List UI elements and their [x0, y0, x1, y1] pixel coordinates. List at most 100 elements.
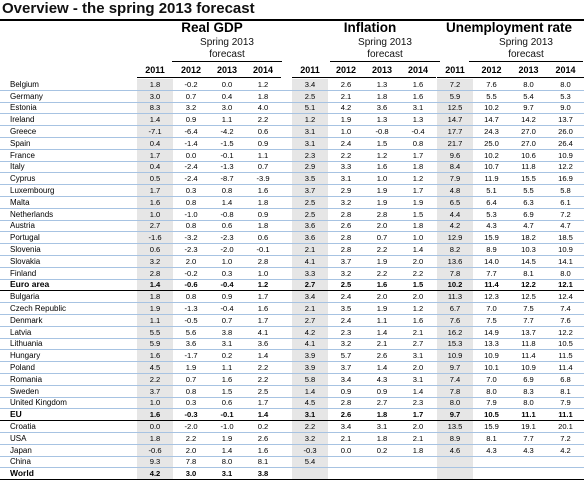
gdp-value-2014: 1.2	[245, 79, 281, 91]
gdp-value-2013: 0.7	[209, 314, 245, 327]
unemployment-value-2011: 6.7	[437, 302, 473, 315]
column-gap	[436, 279, 437, 292]
column-gap	[436, 408, 437, 422]
unemployment-value-2013: 27.0	[510, 125, 547, 138]
table-row: Malta 1.6 0.8 1.4 1.8 2.5 3.2 1.9 1.9 6.5 6.4 6.3 6.…	[0, 196, 584, 209]
gdp-value-2013: 0.3	[209, 267, 245, 280]
inflation-value-2013: 4.3	[364, 373, 400, 386]
column-gap	[281, 172, 292, 186]
inflation-value-2014: 2.0	[400, 255, 436, 268]
year-unemp-2014: 2014	[555, 65, 576, 75]
gdp-value-2012: -2.0	[173, 420, 209, 433]
inflation-value-2013: 2.2	[364, 243, 400, 256]
inflation-value-2012: 3.4	[328, 373, 364, 386]
gdp-value-2011: 5.5	[137, 326, 173, 339]
gdp-value-2014: 2.6	[245, 432, 281, 445]
column-gap	[281, 255, 292, 268]
group-sub-unemployment: Spring 2013	[499, 37, 553, 48]
gdp-value-2013: -2.0	[209, 243, 245, 256]
column-gap	[436, 267, 437, 280]
year-unemp-2011: 2011	[445, 65, 465, 75]
gdp-value-2012: 3.2	[173, 102, 209, 115]
column-gap	[436, 385, 437, 398]
gdp-value-2011: 1.0	[137, 397, 173, 410]
gdp-value-2011: 1.6	[137, 196, 173, 209]
column-gap	[281, 467, 292, 481]
inflation-value-2013: 1.9	[364, 196, 400, 209]
year-inf-2014: 2014	[407, 65, 429, 75]
column-gap	[436, 231, 437, 245]
unemployment-value-2012: 10.2	[473, 149, 510, 162]
inflation-value-2011: 4.2	[292, 326, 328, 339]
inflation-value-2014: 2.7	[400, 338, 436, 351]
inflation-value-2012: 0.0	[328, 444, 364, 457]
column-gap	[436, 184, 437, 197]
group-sub2-unemployment: forecast	[508, 49, 544, 60]
unemployment-value-2014: 11.4	[547, 361, 584, 374]
column-gap	[436, 196, 437, 209]
unemployment-value-2012: 7.5	[473, 314, 510, 327]
country-name: Luxembourg	[0, 184, 137, 197]
inflation-value-2012: 1.0	[328, 125, 364, 138]
unemployment-value-2011: 10.2	[437, 279, 473, 292]
gdp-value-2012: 0.7	[173, 373, 209, 386]
inflation-value-2013: 1.8	[364, 432, 400, 445]
unemployment-value-2012: 25.0	[473, 137, 510, 150]
unemployment-value-2012: 7.7	[473, 267, 510, 280]
inflation-value-2014: 1.7	[400, 408, 436, 422]
forecast-table-body: Belgium 1.8 -0.2 0.0 1.2 3.4 2.6 1.3 1.6 7.2 7.6 8.…	[0, 79, 584, 481]
unemployment-value-2011: 7.8	[437, 385, 473, 398]
table-row: Euro area 1.4 -0.6 -0.4 1.2 2.7 2.5 1.6 1.5 10.2 1…	[0, 279, 584, 292]
inflation-value-2011: 2.9	[292, 161, 328, 174]
column-gap	[281, 149, 292, 162]
gdp-value-2012: 0.8	[173, 220, 209, 233]
inflation-value-2013: 1.3	[364, 113, 400, 127]
inflation-value-2013: 0.2	[364, 444, 400, 457]
gdp-value-2014: 0.7	[245, 161, 281, 174]
inflation-value-2011: 5.8	[292, 373, 328, 386]
inflation-value-2011: 1.4	[292, 385, 328, 398]
inflation-value-2014: 1.2	[400, 302, 436, 315]
column-gap	[436, 314, 437, 327]
column-gap	[436, 149, 437, 162]
unemployment-value-2014: 12.4	[547, 290, 584, 304]
unemployment-value-2014	[547, 467, 584, 481]
gdp-value-2012: 0.8	[173, 385, 209, 398]
gdp-value-2011: 2.2	[137, 373, 173, 386]
inflation-value-2011: 4.5	[292, 397, 328, 410]
gdp-value-2012: -0.2	[173, 267, 209, 280]
table-row: Latvia 5.5 5.6 3.8 4.1 4.2 2.3 1.4 2.1 16.2 14.9 13…	[0, 326, 584, 339]
unemployment-value-2013: 7.5	[510, 302, 547, 315]
inflation-value-2014: 1.9	[400, 196, 436, 209]
unemployment-value-2013: 10.6	[510, 149, 547, 162]
inflation-value-2011: 2.5	[292, 90, 328, 103]
table-row: Germany 3.0 0.7 0.4 1.8 2.5 2.1 1.8 1.6 5.9 5.5 5.4…	[0, 90, 584, 103]
table-row: Poland 4.5 1.9 1.1 2.2 3.9 3.7 1.4 2.0 9.7 10.1 10.…	[0, 361, 584, 374]
unemployment-value-2011: 12.5	[437, 102, 473, 115]
gdp-value-2014: 1.7	[245, 290, 281, 304]
gdp-value-2013: 0.6	[209, 220, 245, 233]
gdp-value-2014: 2.5	[245, 385, 281, 398]
year-inf-2011: 2011	[300, 65, 320, 75]
unemployment-value-2014: 14.1	[547, 255, 584, 268]
inflation-value-2014: 0.8	[400, 137, 436, 150]
gdp-value-2012: 1.9	[173, 361, 209, 374]
gdp-value-2011: 4.5	[137, 361, 173, 374]
gdp-value-2013: 0.9	[209, 290, 245, 304]
gdp-value-2012: 0.8	[173, 196, 209, 209]
gdp-value-2013: 0.2	[209, 349, 245, 363]
group-sub2-gdp: forecast	[209, 49, 245, 60]
country-name: Croatia	[0, 420, 137, 433]
unemployment-value-2012: 7.0	[473, 373, 510, 386]
column-gap	[436, 79, 437, 91]
country-name: Hungary	[0, 349, 137, 363]
unemployment-value-2011: 7.8	[437, 267, 473, 280]
inflation-value-2013: 2.0	[364, 220, 400, 233]
inflation-value-2013: 1.3	[364, 79, 400, 91]
table-row: Japan -0.6 2.0 1.4 1.6 -0.3 0.0 0.2 1.8 4.6 4.3 4.3…	[0, 444, 584, 457]
gdp-value-2013: 0.0	[209, 79, 245, 91]
inflation-value-2012: 2.2	[328, 149, 364, 162]
inflation-value-2011: 4.1	[292, 338, 328, 351]
country-name: Greece	[0, 125, 137, 138]
unemployment-value-2013: 8.3	[510, 385, 547, 398]
